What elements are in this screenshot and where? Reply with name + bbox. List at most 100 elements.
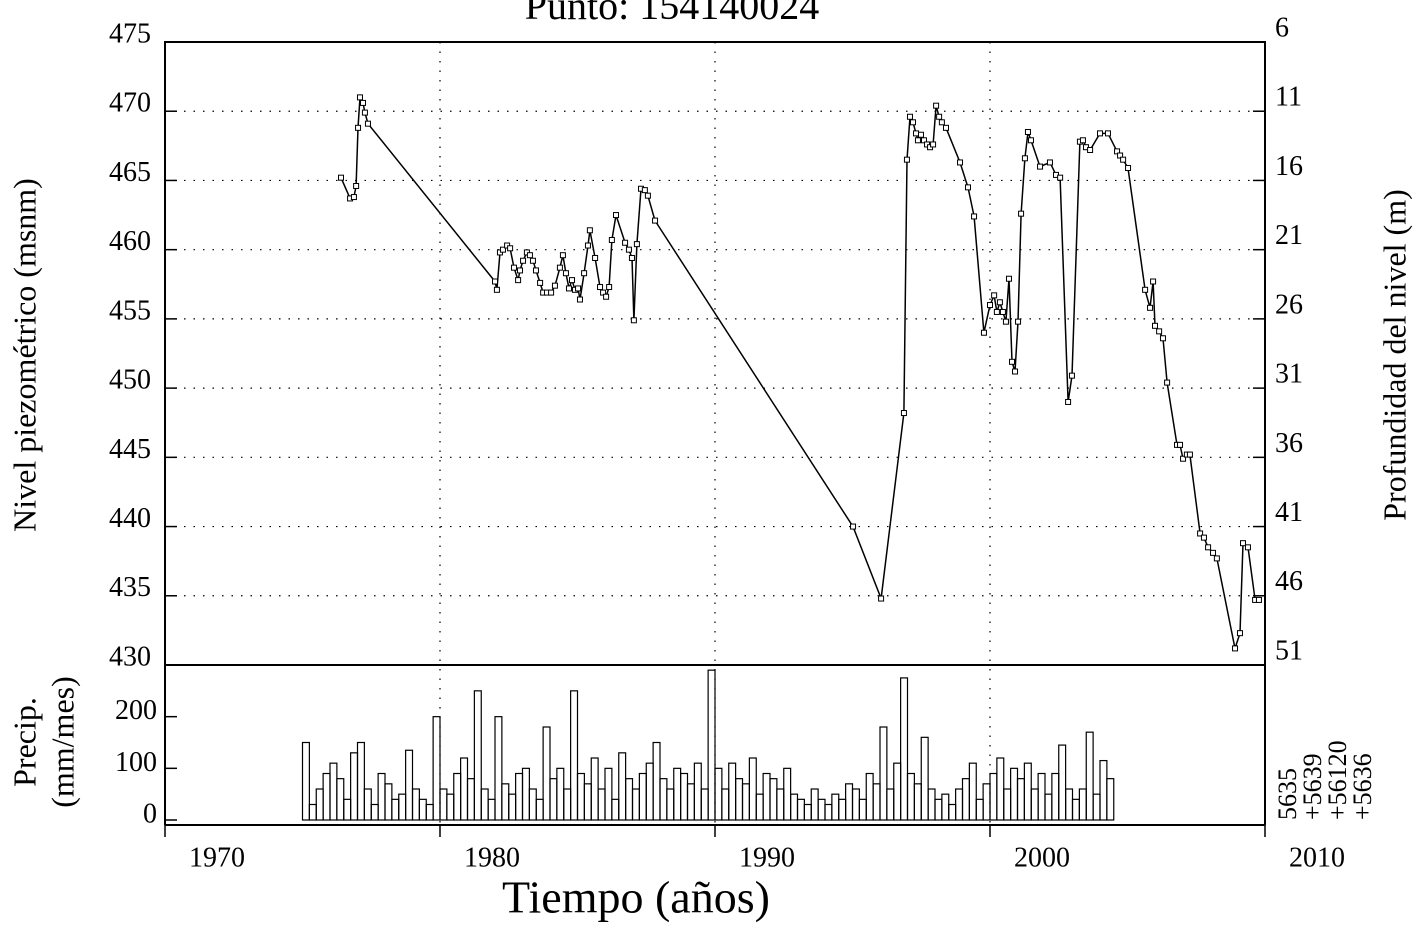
level-marker bbox=[1152, 322, 1158, 329]
precip-bar bbox=[1051, 772, 1060, 821]
level-marker bbox=[603, 293, 610, 300]
precip-bar bbox=[370, 803, 379, 821]
precip-bar bbox=[590, 757, 599, 821]
precip-bar bbox=[301, 741, 310, 821]
y-axis-label: Nivel piezométrico (msnm) bbox=[6, 178, 42, 532]
level-marker bbox=[913, 130, 920, 137]
precip-bar bbox=[631, 788, 640, 821]
precip-bar bbox=[308, 803, 317, 821]
level-marker bbox=[987, 302, 993, 309]
level-marker bbox=[507, 245, 514, 252]
y-tick-label: 450 bbox=[109, 365, 151, 396]
precip-bar bbox=[858, 798, 867, 821]
precip-bar bbox=[666, 788, 675, 821]
precip-bar bbox=[453, 772, 462, 821]
level-marker bbox=[565, 285, 572, 292]
level-marker bbox=[917, 131, 924, 138]
precip-bar bbox=[817, 798, 826, 821]
precip-bar bbox=[1044, 793, 1053, 821]
level-marker bbox=[510, 264, 517, 271]
precip-bar bbox=[755, 793, 764, 821]
level-marker bbox=[1147, 304, 1154, 311]
precip-bar bbox=[494, 716, 503, 821]
level-marker bbox=[1177, 441, 1184, 448]
precip-bar bbox=[384, 783, 393, 821]
precip-bar bbox=[735, 778, 744, 821]
y-tick-label: 435 bbox=[109, 572, 151, 603]
precip-bar bbox=[398, 793, 407, 821]
precip-bar bbox=[322, 772, 331, 821]
level-marker bbox=[559, 252, 566, 259]
precip-bar bbox=[466, 778, 475, 821]
level-marker bbox=[943, 124, 949, 131]
level-marker bbox=[1159, 335, 1166, 342]
level-marker bbox=[1065, 398, 1072, 405]
level-marker bbox=[1104, 130, 1111, 137]
level-marker bbox=[630, 317, 637, 324]
level-marker bbox=[532, 267, 539, 274]
level-marker bbox=[1125, 164, 1132, 171]
level-marker bbox=[1002, 318, 1009, 325]
precip-bar bbox=[721, 788, 730, 821]
precip-bar bbox=[315, 788, 324, 821]
level-marker bbox=[965, 184, 971, 191]
precip-bar bbox=[851, 788, 860, 821]
y-tick-label: 0 bbox=[143, 798, 157, 829]
level-marker bbox=[628, 254, 635, 261]
precip-bar bbox=[1078, 788, 1087, 821]
precip-bar bbox=[748, 757, 757, 821]
level-marker bbox=[999, 308, 1006, 315]
precip-bar bbox=[783, 767, 792, 821]
precip-bar bbox=[968, 762, 977, 821]
precip-bar bbox=[652, 741, 661, 821]
level-marker bbox=[520, 257, 527, 264]
level-marker bbox=[1114, 148, 1121, 155]
precip-bar bbox=[879, 726, 888, 821]
y-tick-label: 200 bbox=[115, 695, 157, 726]
y-tick-label: 470 bbox=[109, 88, 151, 119]
precip-bar bbox=[741, 783, 750, 821]
precip-bar bbox=[563, 788, 572, 821]
level-marker bbox=[1087, 146, 1094, 153]
level-marker bbox=[1210, 549, 1217, 556]
precip-bar bbox=[893, 762, 902, 821]
precip-bar bbox=[803, 803, 812, 821]
precip-bar bbox=[700, 788, 709, 821]
precip-bar bbox=[418, 798, 427, 821]
precip-bar bbox=[343, 798, 352, 821]
precip-bar bbox=[549, 778, 558, 821]
level-marker bbox=[910, 119, 916, 126]
level-marker bbox=[581, 270, 588, 277]
level-marker bbox=[361, 109, 368, 116]
level-marker bbox=[1244, 544, 1251, 551]
level-marker bbox=[526, 252, 533, 259]
level-marker bbox=[1097, 130, 1103, 137]
level-marker bbox=[350, 194, 357, 201]
level-marker bbox=[356, 94, 363, 101]
level-marker bbox=[914, 137, 921, 144]
precip-bar bbox=[460, 757, 469, 821]
precip-bar bbox=[1010, 767, 1019, 821]
y2-tick-label: 41 bbox=[1275, 497, 1303, 528]
level-marker bbox=[1037, 163, 1044, 170]
x-tick-label: 1970 bbox=[189, 842, 245, 873]
precip-bar bbox=[1071, 798, 1080, 821]
precip-bar bbox=[886, 788, 895, 821]
precip-bar bbox=[920, 736, 929, 821]
precip-bar bbox=[941, 793, 950, 821]
level-marker bbox=[1009, 358, 1015, 365]
level-marker bbox=[1142, 286, 1149, 293]
level-marker bbox=[499, 246, 506, 253]
precip-bar bbox=[570, 690, 579, 821]
y-tick-label: 100 bbox=[115, 747, 157, 778]
precip-bar bbox=[480, 788, 489, 821]
y-tick-label: 440 bbox=[109, 503, 151, 534]
level-marker bbox=[625, 246, 632, 253]
precip-bar bbox=[982, 783, 991, 821]
precip-bar bbox=[693, 762, 702, 821]
x-tick-label: 2010 bbox=[1289, 842, 1345, 873]
level-marker bbox=[993, 308, 1000, 315]
level-marker bbox=[957, 159, 964, 166]
level-marker bbox=[355, 124, 362, 131]
